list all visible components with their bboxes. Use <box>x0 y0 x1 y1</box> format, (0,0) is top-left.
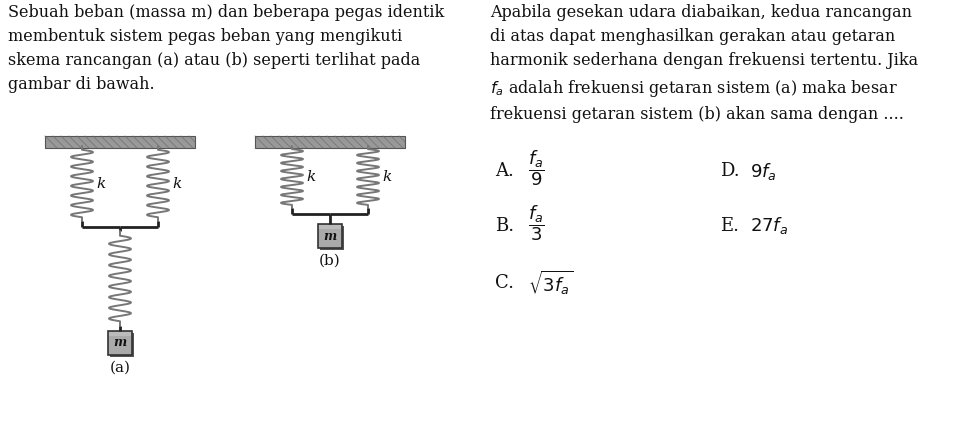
Text: m: m <box>324 229 337 243</box>
Text: (b): (b) <box>319 254 341 268</box>
Text: $27f_a$: $27f_a$ <box>750 216 788 236</box>
Bar <box>318 224 342 248</box>
Text: Apabila gesekan udara diabaikan, kedua rancangan
di atas dapat menghasilkan gera: Apabila gesekan udara diabaikan, kedua r… <box>490 4 918 123</box>
Text: m: m <box>113 336 127 350</box>
Bar <box>320 225 344 250</box>
Text: D.: D. <box>720 162 739 180</box>
Text: $\dfrac{f_a}{9}$: $\dfrac{f_a}{9}$ <box>528 148 544 188</box>
Text: k: k <box>96 176 106 191</box>
Text: A.: A. <box>495 162 514 180</box>
Bar <box>109 333 133 356</box>
Text: k: k <box>306 170 315 184</box>
Bar <box>255 136 405 148</box>
Text: Sebuah beban (massa m) dan beberapa pegas identik
membentuk sistem pegas beban y: Sebuah beban (massa m) dan beberapa pega… <box>8 4 444 93</box>
Text: $9f_a$: $9f_a$ <box>750 161 777 182</box>
Text: (a): (a) <box>109 361 131 375</box>
Bar <box>109 332 131 336</box>
Bar <box>319 225 341 229</box>
Text: B.: B. <box>495 217 515 235</box>
Text: k: k <box>172 176 181 191</box>
Bar <box>108 331 132 355</box>
Text: $\dfrac{f_a}{3}$: $\dfrac{f_a}{3}$ <box>528 203 544 243</box>
Text: k: k <box>382 170 392 184</box>
Text: E.: E. <box>720 217 739 235</box>
Text: C.: C. <box>495 274 514 292</box>
Text: $\sqrt{3f_a}$: $\sqrt{3f_a}$ <box>528 269 573 297</box>
Bar <box>45 136 195 148</box>
